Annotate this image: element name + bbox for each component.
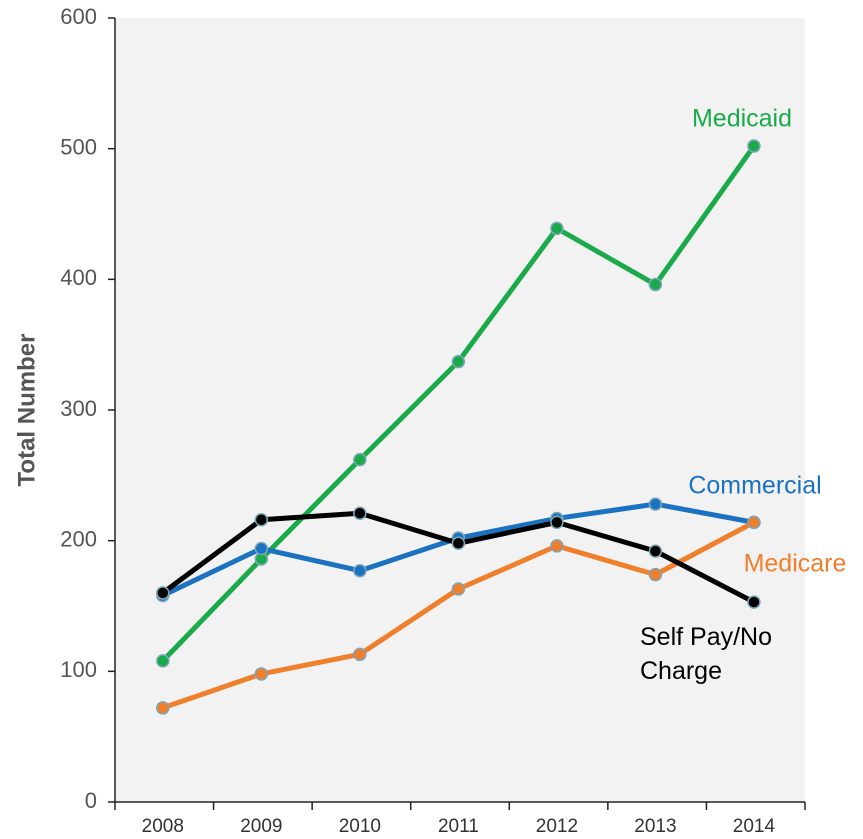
data-point <box>254 541 269 556</box>
data-point <box>550 221 564 236</box>
y-tick-label: 100 <box>60 657 97 682</box>
data-point <box>747 139 761 153</box>
series-label: Medicaid <box>692 105 792 133</box>
y-tick-label: 300 <box>60 396 97 421</box>
data-point <box>648 277 663 292</box>
data-point <box>353 506 367 520</box>
x-tick-label: 2011 <box>438 816 479 837</box>
x-tick-label: 2008 <box>142 816 184 837</box>
y-tick-label: 600 <box>60 4 97 29</box>
y-tick-label: 0 <box>85 788 97 813</box>
x-tick-label: 2014 <box>733 816 776 837</box>
data-point <box>353 647 367 662</box>
x-tick-label: 2010 <box>339 816 381 837</box>
data-point <box>747 515 761 530</box>
data-point <box>156 654 170 668</box>
data-point <box>451 354 466 369</box>
data-point <box>254 667 269 681</box>
data-point <box>550 539 564 553</box>
data-point <box>648 497 663 511</box>
data-point <box>156 586 170 600</box>
series-label-box: Self Pay/No Charge <box>640 623 773 685</box>
data-point <box>747 595 761 609</box>
y-tick-label: 200 <box>60 526 97 551</box>
data-point <box>353 452 367 467</box>
series-label: Self Pay/No Charge <box>640 623 773 685</box>
data-point <box>353 563 367 578</box>
series-label: Medicare <box>744 550 847 578</box>
data-point <box>451 582 466 596</box>
x-tick-label: 2009 <box>240 816 282 837</box>
x-tick-label: 2012 <box>536 816 578 837</box>
y-tick-label: 400 <box>60 265 97 290</box>
data-point <box>550 515 564 530</box>
data-point <box>254 513 269 527</box>
data-point <box>156 701 170 715</box>
x-tick-label: 2013 <box>634 816 676 837</box>
y-axis-label: Total Number <box>13 334 40 487</box>
y-tick-label: 500 <box>60 134 97 159</box>
data-point <box>648 544 663 558</box>
data-point <box>451 536 466 551</box>
plot-area <box>115 18 805 802</box>
data-point <box>648 567 663 582</box>
series-label: Commercial <box>688 472 821 500</box>
